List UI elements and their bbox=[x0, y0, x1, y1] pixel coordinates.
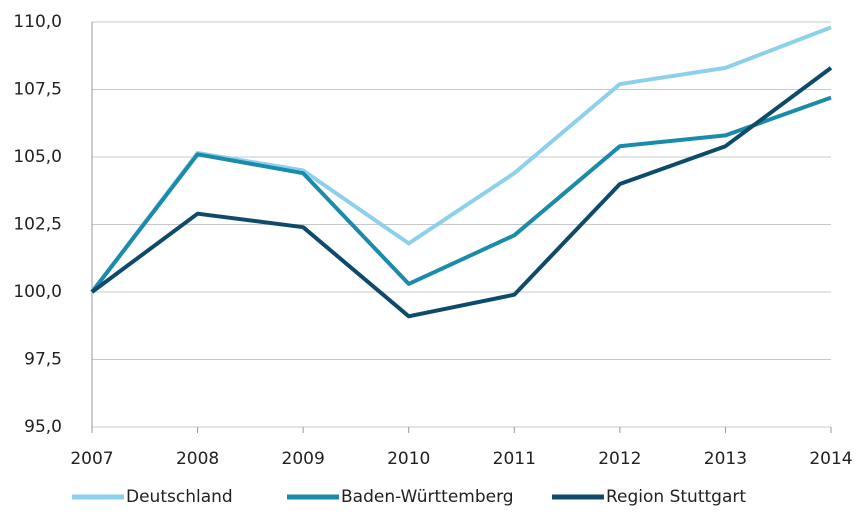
y-tick-label: 95,0 bbox=[24, 417, 62, 437]
x-tick-label: 2014 bbox=[809, 449, 852, 469]
series-line bbox=[90, 25, 832, 294]
y-tick-label: 97,5 bbox=[24, 350, 62, 370]
legend-label: Region Stuttgart bbox=[606, 487, 746, 507]
y-tick-label: 110,0 bbox=[13, 12, 62, 32]
x-tick-label: 2012 bbox=[598, 449, 641, 469]
legend-label: Deutschland bbox=[126, 487, 233, 507]
y-tick-label: 107,5 bbox=[13, 80, 62, 100]
y-tick-label: 102,5 bbox=[13, 215, 62, 235]
x-tick-label: 2010 bbox=[387, 449, 430, 469]
x-tick-label: 2013 bbox=[704, 449, 747, 469]
x-tick-label: 2011 bbox=[493, 449, 536, 469]
series-line bbox=[90, 66, 833, 319]
y-tick-label: 100,0 bbox=[13, 282, 62, 302]
x-tick-label: 2008 bbox=[176, 449, 219, 469]
y-tick-label: 105,0 bbox=[13, 147, 62, 167]
series-line bbox=[90, 95, 832, 294]
x-tick-label: 2007 bbox=[70, 449, 113, 469]
legend-label: Baden-Württemberg bbox=[341, 487, 514, 507]
x-tick-label: 2009 bbox=[282, 449, 325, 469]
